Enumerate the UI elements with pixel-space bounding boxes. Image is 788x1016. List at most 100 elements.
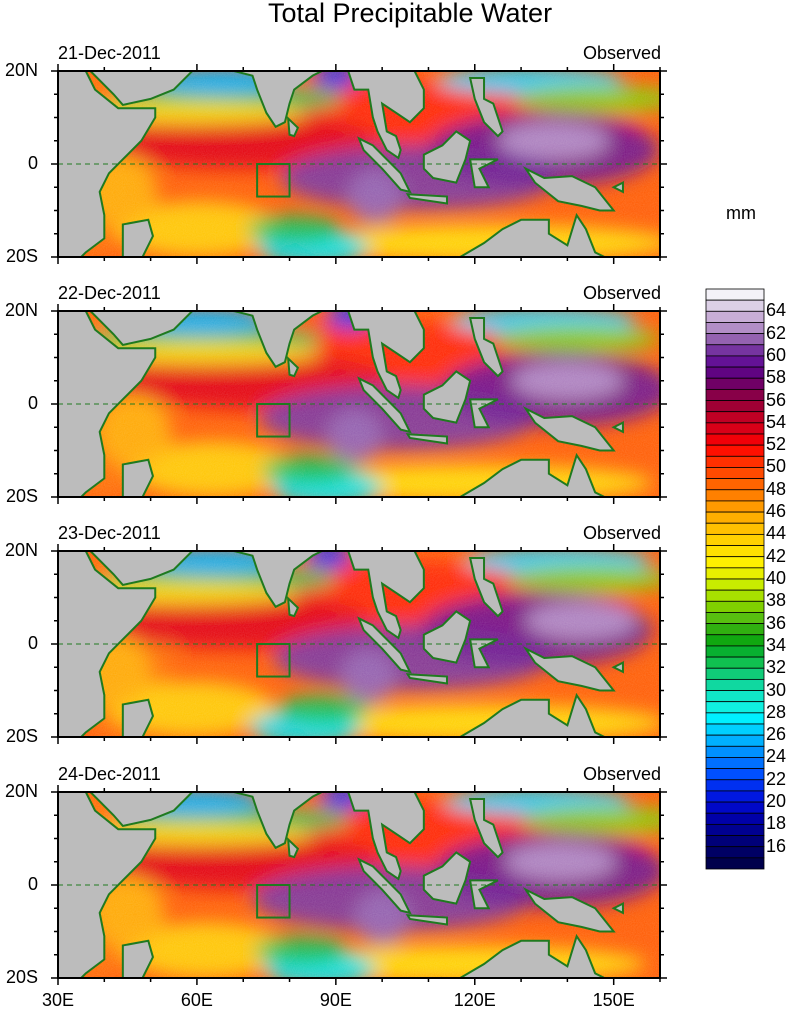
colorbar-swatch: [705, 322, 765, 335]
colorbar-swatch: [705, 444, 765, 457]
land-mass: [233, 551, 323, 609]
land-mass: [121, 939, 154, 978]
colorbar-label: 24: [766, 746, 787, 767]
colorbar-swatch: [705, 422, 765, 435]
land-mass: [405, 914, 448, 926]
colorbar-swatch: [705, 366, 765, 379]
colorbar-swatch: [705, 310, 765, 323]
colorbar-swatch: [705, 567, 765, 580]
latitude-label: 20N: [4, 300, 38, 320]
panel-date: 23-Dec-2011: [58, 523, 161, 543]
colorbar-units: mm: [726, 203, 756, 223]
land-mass: [338, 311, 425, 400]
land-mass: [522, 166, 616, 212]
land-mass: [233, 792, 323, 850]
land-mass: [286, 595, 300, 618]
panel-source-label: Observed: [582, 523, 661, 543]
land-mass: [357, 616, 412, 674]
land-mass: [233, 311, 323, 369]
land-mass: [405, 193, 448, 205]
colorbar-label: 22: [766, 768, 787, 789]
land-mass: [121, 698, 154, 737]
land-mass: [522, 887, 616, 933]
land-mass: [522, 406, 616, 452]
land-mass: [440, 212, 606, 257]
colorbar-label: 64: [766, 300, 787, 321]
colorbar-label: 58: [766, 367, 787, 388]
precipitable-water-map: [58, 792, 660, 978]
colorbar-label: 48: [766, 478, 787, 499]
precipitable-water-map: [58, 71, 660, 257]
land-mass: [468, 556, 504, 618]
colorbar-swatch: [705, 433, 765, 446]
colorbar-swatch: [705, 634, 765, 647]
colorbar-swatch: [705, 511, 765, 524]
land-mass: [611, 660, 624, 674]
colorbar: [705, 288, 765, 870]
colorbar-label: 18: [766, 813, 787, 834]
latitude-label: 0: [27, 393, 38, 413]
colorbar-swatch: [705, 478, 765, 491]
land-mass: [468, 638, 499, 669]
panel-source-label: Observed: [582, 43, 661, 63]
land-mass: [468, 316, 504, 378]
colorbar-swatch: [705, 600, 765, 613]
colorbar-swatch: [705, 467, 765, 480]
colorbar-swatch: [705, 768, 765, 781]
land-mass: [468, 797, 504, 859]
land-mass: [440, 692, 606, 737]
highlight-box: [256, 643, 291, 678]
colorbar-swatch: [705, 812, 765, 825]
colorbar-label: 54: [766, 411, 787, 432]
land-mass: [468, 879, 499, 910]
land-mass: [286, 355, 300, 378]
longitude-label: 120E: [453, 990, 496, 1010]
colorbar-swatch: [705, 489, 765, 502]
longitude-label: 150E: [592, 990, 635, 1010]
colorbar-label: 30: [766, 679, 787, 700]
latitude-label: 0: [27, 633, 38, 653]
land-mass: [422, 610, 472, 664]
colorbar-swatch: [705, 455, 765, 468]
colorbar-label: 50: [766, 456, 787, 477]
colorbar-swatch: [705, 823, 765, 836]
colorbar-swatch: [705, 667, 765, 680]
colorbar-swatch: [705, 578, 765, 591]
colorbar-swatch: [705, 734, 765, 747]
land-mass: [233, 71, 323, 129]
colorbar-swatch: [705, 835, 765, 848]
latitude-label: 0: [27, 874, 38, 894]
colorbar-label: 32: [766, 657, 787, 678]
colorbar-label: 36: [766, 612, 787, 633]
colorbar-label: 26: [766, 724, 787, 745]
land-mass: [405, 433, 448, 445]
land-mass: [440, 452, 606, 497]
highlight-box: [256, 163, 291, 198]
colorbar-label: 16: [766, 835, 787, 856]
colorbar-swatch: [705, 333, 765, 346]
colorbar-label: 34: [766, 634, 787, 655]
land-mass: [286, 836, 300, 859]
land-mass: [611, 180, 624, 194]
precipitable-water-map: [58, 551, 660, 737]
colorbar-label: 28: [766, 701, 787, 722]
figure-title: Total Precipitable Water: [267, 0, 553, 28]
longitude-label: 60E: [180, 990, 213, 1010]
land-mass: [422, 370, 472, 424]
colorbar-swatch: [705, 757, 765, 770]
colorbar-swatch: [705, 790, 765, 803]
colorbar-label: 56: [766, 389, 787, 410]
land-mass: [468, 76, 504, 138]
colorbar-swatch: [705, 388, 765, 401]
colorbar-swatch: [705, 701, 765, 714]
colorbar-swatch: [705, 612, 765, 625]
colorbar-swatch: [705, 656, 765, 669]
longitude-label: 30E: [41, 990, 75, 1010]
land-mass: [468, 398, 499, 429]
colorbar-swatch: [705, 411, 765, 424]
colorbar-swatch: [705, 589, 765, 602]
land-mass: [121, 458, 154, 497]
colorbar-swatch: [705, 623, 765, 636]
colorbar-swatch: [705, 299, 765, 312]
